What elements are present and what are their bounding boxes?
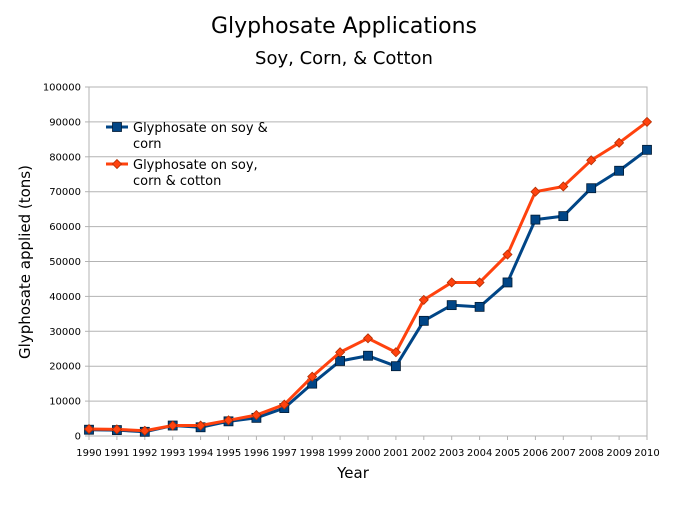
series-point [223,415,234,426]
y-tick-label: 0 [75,432,81,443]
legend-swatch-marker [112,122,122,132]
x-tick-label: 2001 [383,448,408,459]
series-layer [83,116,653,437]
series-point [502,249,513,260]
x-tick-labels: 1990 1991 1992 1993 1994 1995 1996 1997 1998 1999… [76,448,659,459]
series-point [83,423,95,435]
y-tick-label: 70000 [49,187,81,198]
x-tick-label: 1990 [76,448,101,459]
x-tick-label: 2005 [495,448,520,459]
x-tick-label: 2009 [606,448,631,459]
series-point [167,420,178,431]
x-tick-label: 1996 [244,448,269,459]
series-point [530,186,541,197]
x-tick-label: 2002 [411,448,436,459]
legend-label-line2: corn & cotton [133,174,221,189]
series-point [502,277,513,288]
legend-swatch-marker [111,158,123,170]
y-tick-label: 10000 [49,397,81,408]
series-point [335,356,346,366]
y-tick-label: 60000 [49,222,81,233]
series-point [418,294,429,305]
series-point [474,277,485,288]
series-point [558,211,569,222]
series-2 [83,116,653,436]
series-point [446,300,457,311]
series-point [474,301,485,312]
series-point [558,181,569,192]
series-point [641,116,653,127]
x-tick-label: 1993 [160,448,185,459]
legend-entry: Glyphosate on soy,corn & cotton [106,158,258,189]
x-tick-label: 2010 [634,448,659,459]
x-tick-label: 2004 [467,448,492,459]
chart-title: Glyphosate Applications [211,14,477,39]
x-tick-label: 2006 [523,448,548,459]
x-axis-label: Year [336,464,370,482]
legend-entry: Glyphosate on soy &corn [106,121,268,152]
y-tick-label: 80000 [49,152,81,163]
series-point [195,420,206,431]
series-point [279,399,290,410]
x-tick-label: 1992 [132,448,157,459]
series-point [614,165,624,176]
series-point [530,214,541,225]
y-tick-label: 30000 [49,327,81,338]
series-point [362,333,374,344]
y-tick-label: 20000 [49,362,81,373]
x-tick-label: 1991 [104,448,129,459]
y-tick-label: 50000 [49,257,81,268]
grid-lines [89,86,647,437]
x-tick-label: 2000 [355,448,380,459]
x-tick-label: 1994 [188,448,213,459]
series-point [390,361,401,372]
chart-subtitle: Soy, Corn, & Cotton [255,48,433,69]
series-point [642,144,652,155]
series-point [614,137,625,148]
series-point [586,155,597,166]
x-tick-label: 1995 [216,448,241,459]
legend-label-line2: corn [133,137,161,152]
x-tick-label: 2008 [578,448,603,459]
series-point [139,425,150,436]
series-point [418,315,429,326]
series-point [111,424,122,435]
x-tick-label: 1997 [272,448,297,459]
series-point [307,371,318,382]
series-point [586,183,597,194]
series-point [251,409,262,421]
y-tick-label: 100000 [43,83,81,94]
y-tick-label: 40000 [49,292,81,303]
legend-label-line1: Glyphosate on soy & [133,121,268,136]
x-tick-label: 1998 [299,448,324,459]
y-tick-labels: 0 10000 20000 30000 40000 50000 60000 70000 8000… [43,83,81,443]
x-tick-label: 2003 [439,448,464,459]
x-tick-label: 1999 [327,448,352,459]
series-point [335,347,346,358]
y-axis-label: Glyphosate applied (tons) [16,165,34,359]
x-tick-label: 2007 [551,448,576,459]
y-tick-label: 90000 [49,117,81,128]
legend-label-line1: Glyphosate on soy, [133,158,258,173]
series-point [390,347,401,358]
series-point [363,350,373,361]
axes [85,86,648,440]
series-point [446,277,457,288]
